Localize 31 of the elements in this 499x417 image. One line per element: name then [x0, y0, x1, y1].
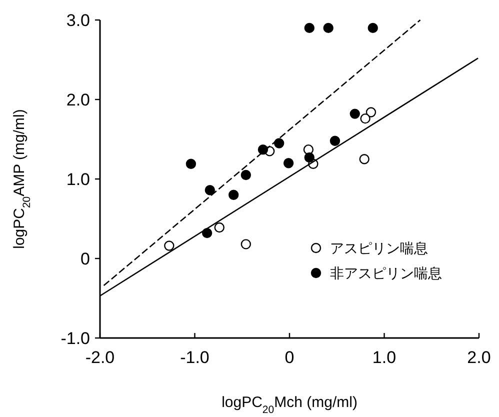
point [186, 158, 196, 169]
point [214, 222, 224, 233]
point [330, 136, 340, 146]
x-tick-label: 0 [284, 348, 294, 367]
point [164, 240, 174, 251]
y-tick-label: 2.0 [66, 90, 90, 110]
point [368, 22, 378, 34]
point [304, 152, 314, 163]
y-tick-label: -1.0 [60, 329, 90, 348]
point [274, 138, 284, 148]
x-tick-label: -2.0 [85, 348, 115, 367]
point [350, 108, 360, 119]
point [240, 170, 252, 180]
x-tick-label: 1.0 [372, 348, 396, 367]
x-axis-title: logPC$_{20}$Mch (mg/ml) [222, 394, 358, 416]
point [283, 158, 294, 168]
legend-label: 非アスピリン喘息 [330, 266, 442, 282]
point [360, 113, 370, 124]
legend-label: アスピリン喘息 [330, 241, 428, 257]
point [366, 107, 376, 118]
point [228, 190, 239, 200]
y-tick-label: 1.0 [66, 170, 90, 189]
point [304, 22, 314, 34]
x-tick-label: 2.0 [467, 348, 491, 367]
point [359, 154, 370, 164]
point [204, 185, 216, 196]
y-tick-label: 0 [80, 250, 90, 268]
x-tick-label: -1.0 [180, 348, 210, 367]
point [240, 239, 252, 250]
y-tick-label: 3.0 [66, 11, 90, 30]
point [323, 22, 334, 34]
